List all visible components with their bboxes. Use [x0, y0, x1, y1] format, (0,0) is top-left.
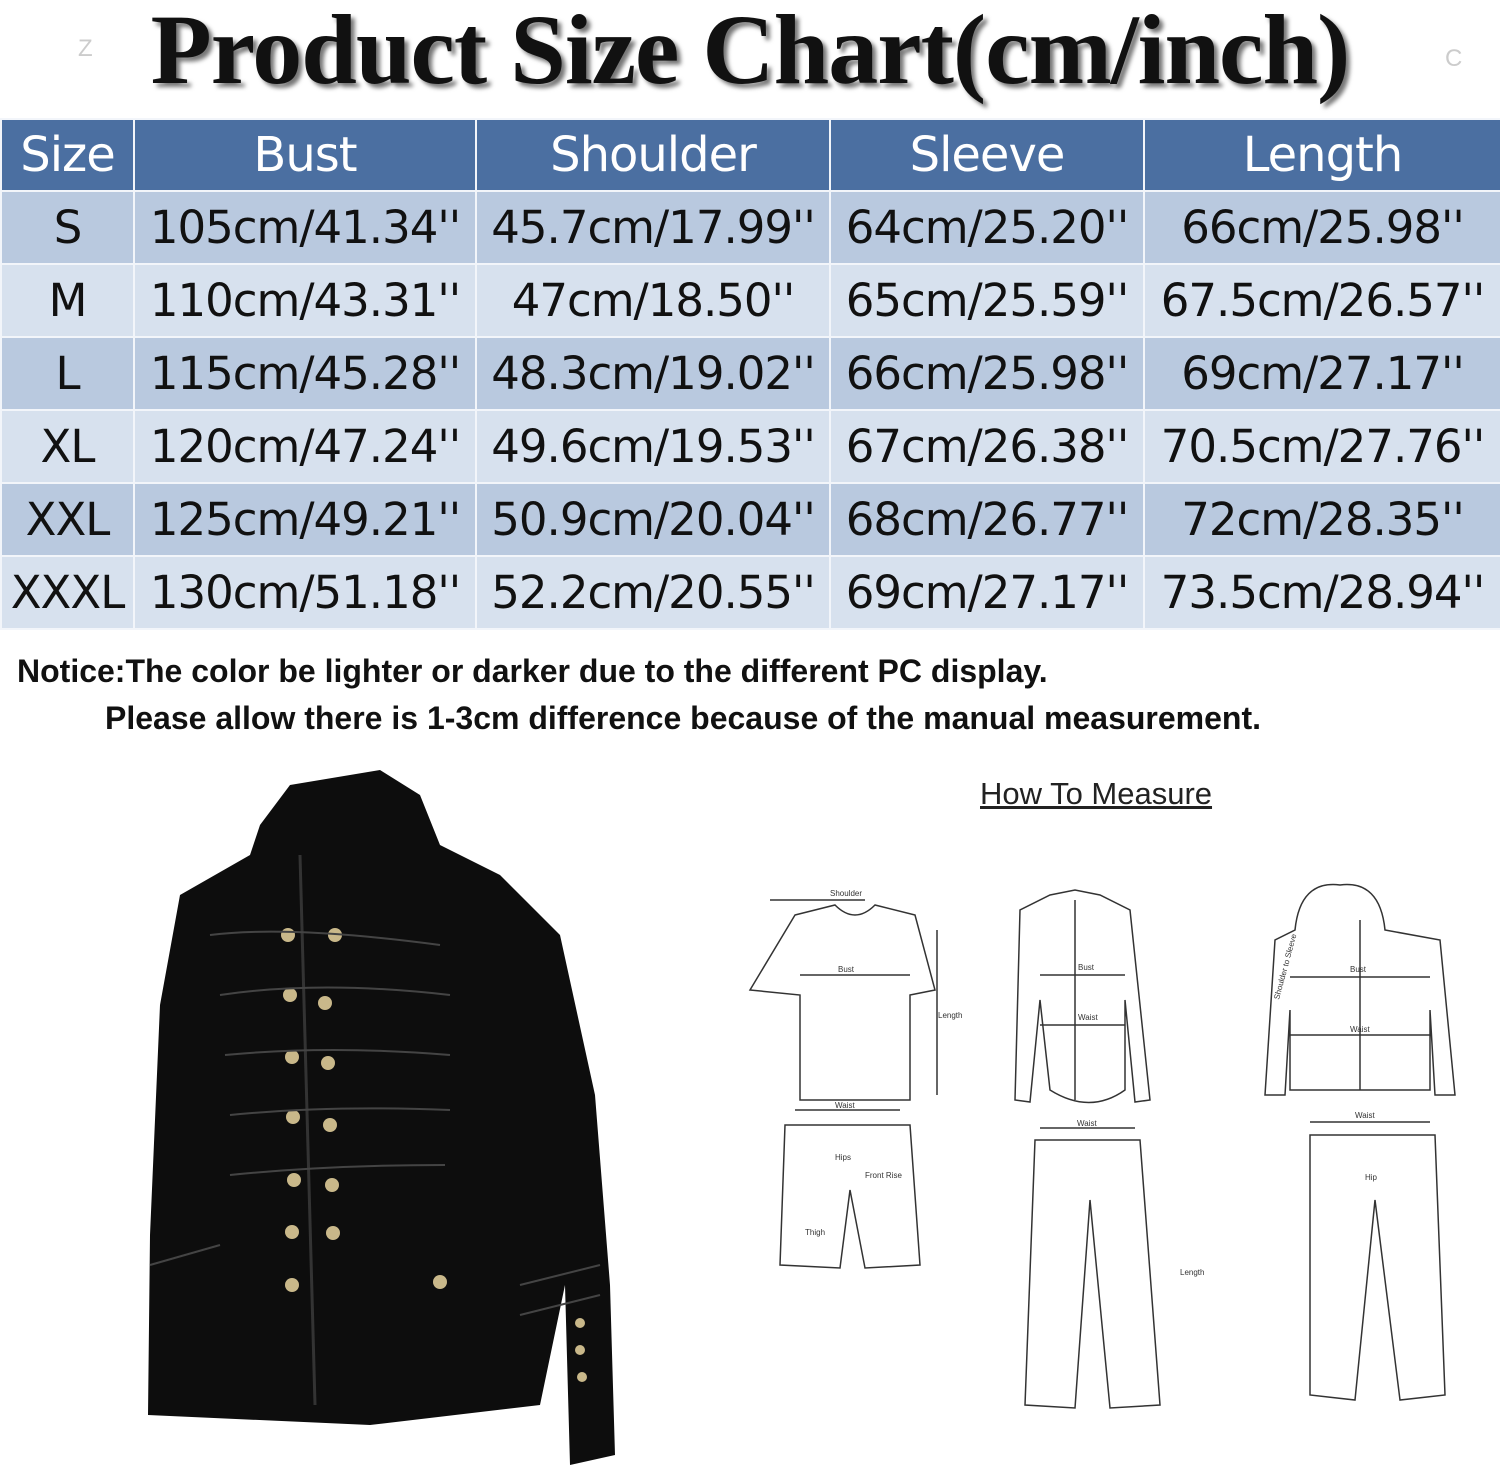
cell-size: S: [0, 190, 135, 265]
label-bust: Bust: [838, 965, 855, 974]
label-waist-joggers: Waist: [1355, 1111, 1375, 1120]
label-waist-hoodie: Waist: [1350, 1025, 1370, 1034]
header-bust: Bust: [133, 118, 477, 192]
tshirt-diagram: Shoulder Bust Length: [748, 889, 962, 1101]
label-length: Length: [938, 1011, 962, 1020]
cell-bust: 120cm/47.24'': [133, 409, 477, 484]
size-table: Size Bust Shoulder Sleeve Length S 105cm/…: [0, 118, 1500, 630]
cell-size: L: [0, 336, 135, 411]
cell-shoulder: 48.3cm/19.02'': [475, 336, 831, 411]
cell-bust: 110cm/43.31'': [133, 263, 477, 338]
cell-shoulder: 50.9cm/20.04'': [475, 482, 831, 557]
notice-line-2: Please allow there is 1-3cm difference b…: [105, 700, 1262, 736]
cell-sleeve: 69cm/27.17'': [829, 555, 1145, 630]
label-waist-pants: Waist: [1077, 1119, 1097, 1128]
label-hips: Hips: [835, 1153, 851, 1162]
cell-length: 67.5cm/26.57'': [1143, 263, 1500, 338]
cell-length: 70.5cm/27.76'': [1143, 409, 1500, 484]
table-row: XXL 125cm/49.21'' 50.9cm/20.04'' 68cm/26.77…: [0, 482, 1500, 557]
cell-sleeve: 65cm/25.59'': [829, 263, 1145, 338]
header-sleeve: Sleeve: [829, 118, 1145, 192]
cell-sleeve: 66cm/25.98'': [829, 336, 1145, 411]
cell-size: XXXL: [0, 555, 135, 630]
cell-shoulder: 47cm/18.50'': [475, 263, 831, 338]
cell-length: 72cm/28.35'': [1143, 482, 1500, 557]
label-shoulder: Shoulder: [830, 889, 862, 898]
page-title: Product Size Chart(cm/inch): [150, 0, 1351, 105]
corner-mark-left: Z: [78, 35, 93, 62]
header-shoulder: Shoulder: [475, 118, 831, 192]
pants-diagram: Waist Length: [1024, 1119, 1204, 1409]
jacket-buttons: [281, 928, 587, 1382]
label-bust-hoodie: Bust: [1350, 965, 1367, 974]
cell-shoulder: 49.6cm/19.53'': [475, 409, 831, 484]
jacket-image: [148, 770, 615, 1465]
cell-shoulder: 45.7cm/17.99'': [475, 190, 831, 265]
table-row: L 115cm/45.28'' 48.3cm/19.02'' 66cm/25.98''…: [0, 336, 1500, 411]
cell-sleeve: 67cm/26.38'': [829, 409, 1145, 484]
cell-bust: 130cm/51.18'': [133, 555, 477, 630]
table-row: M 110cm/43.31'' 47cm/18.50'' 65cm/25.59'' 67…: [0, 263, 1500, 338]
how-to-measure-title: How To Measure: [980, 776, 1213, 811]
corner-mark-right: C: [1445, 45, 1463, 72]
header-size: Size: [0, 118, 135, 192]
label-length-pants: Length: [1180, 1268, 1204, 1277]
notice-line-1: Notice:The color be lighter or darker du…: [17, 653, 1048, 689]
hoodie-diagram: Bust Waist Shoulder to Sleeve: [1264, 883, 1456, 1096]
label-hip: Hip: [1365, 1173, 1378, 1182]
label-front-rise: Front Rise: [865, 1171, 902, 1180]
cell-bust: 125cm/49.21'': [133, 482, 477, 557]
cell-length: 66cm/25.98'': [1143, 190, 1500, 265]
joggers-diagram: Waist Hip: [1309, 1111, 1446, 1401]
table-row: S 105cm/41.34'' 45.7cm/17.99'' 64cm/25.20''…: [0, 190, 1500, 265]
shirt-diagram: Bust Waist: [1014, 889, 1151, 1104]
header-length: Length: [1143, 118, 1500, 192]
cell-length: 73.5cm/28.94'': [1143, 555, 1500, 630]
cell-bust: 105cm/41.34'': [133, 190, 477, 265]
table-header-row: Size Bust Shoulder Sleeve Length: [0, 118, 1500, 192]
cell-size: XL: [0, 409, 135, 484]
cell-shoulder: 52.2cm/20.55'': [475, 555, 831, 630]
cell-length: 69cm/27.17'': [1143, 336, 1500, 411]
label-bust-shirt: Bust: [1078, 963, 1095, 972]
table-row: XXXL 130cm/51.18'' 52.2cm/20.55'' 69cm/27.1…: [0, 555, 1500, 630]
label-thigh: Thigh: [805, 1228, 825, 1237]
label-waist-shorts: Waist: [835, 1101, 855, 1110]
table-row: XL 120cm/47.24'' 49.6cm/19.53'' 67cm/26.38'…: [0, 409, 1500, 484]
label-shoulder-to-sleeve: Shoulder to Sleeve: [1272, 932, 1298, 1000]
measure-diagrams: Shoulder Bust Length Bust Waist Bust Wai…: [748, 883, 1456, 1409]
cell-sleeve: 68cm/26.77'': [829, 482, 1145, 557]
cell-size: M: [0, 263, 135, 338]
cell-bust: 115cm/45.28'': [133, 336, 477, 411]
cell-size: XXL: [0, 482, 135, 557]
shorts-diagram: Waist Hips Front Rise Thigh: [779, 1101, 921, 1269]
cell-sleeve: 64cm/25.20'': [829, 190, 1145, 265]
label-waist-shirt: Waist: [1078, 1013, 1098, 1022]
